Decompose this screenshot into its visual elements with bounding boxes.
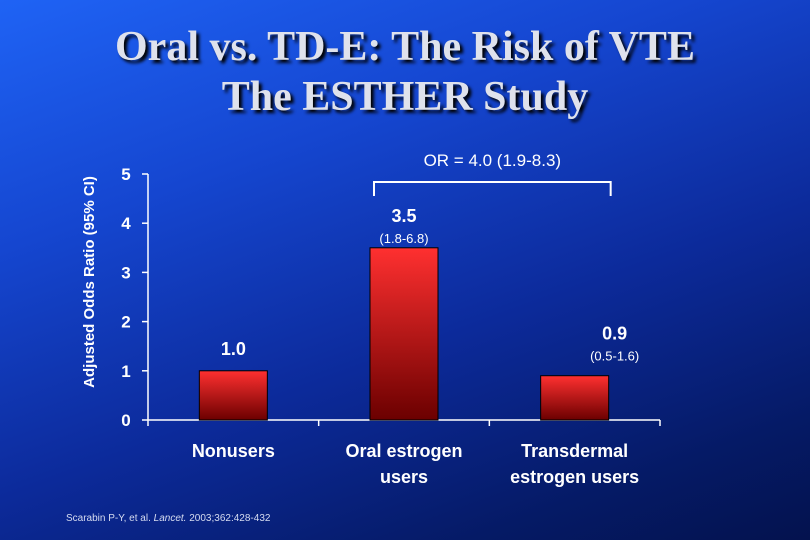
y-tick-label: 3: [121, 263, 130, 282]
bar: [540, 375, 610, 421]
y-tick-label: 5: [121, 165, 130, 184]
x-category-label: Oral estrogen: [345, 441, 462, 461]
x-category-label: users: [380, 467, 428, 487]
comparison-label: OR = 4.0 (1.9-8.3): [424, 151, 561, 170]
bar: [198, 370, 268, 421]
bar-value-label: 1.0: [221, 339, 246, 359]
x-category-label: Nonusers: [192, 441, 275, 461]
footnote-citation: 2003;362:428-432: [189, 513, 271, 524]
citation-footnote: Scarabin P-Y, et al. Lancet. 2003;362:42…: [66, 513, 270, 524]
x-category-label: Transdermal: [521, 441, 628, 461]
x-category-label: estrogen users: [510, 467, 639, 487]
slide-title-line2: The ESTHER Study: [221, 74, 589, 120]
chart-bars: [198, 247, 610, 421]
y-tick-label: 1: [121, 362, 130, 381]
bar-value-label: 0.9: [602, 324, 627, 344]
y-tick-label: 4: [121, 214, 131, 233]
footnote-authors: Scarabin P-Y, et al.: [66, 513, 151, 524]
y-tick-label: 0: [121, 411, 130, 430]
footnote-journal: Lancet.: [153, 513, 187, 524]
y-axis-title: Adjusted Odds Ratio (95% CI): [81, 176, 98, 388]
bar-value-label: 3.5: [391, 206, 416, 226]
y-tick-label: 2: [121, 313, 130, 332]
bar-ci-label: (1.8-6.8): [379, 231, 428, 246]
bar: [369, 247, 439, 421]
slide-title-line1: Oral vs. TD-E: The Risk of VTE: [115, 24, 695, 70]
comparison-bracket: [373, 181, 612, 196]
chart-labels: Nonusers Oral estrogen users Transdermal est…: [192, 151, 639, 487]
bar-ci-label: (0.5-1.6): [590, 349, 639, 364]
